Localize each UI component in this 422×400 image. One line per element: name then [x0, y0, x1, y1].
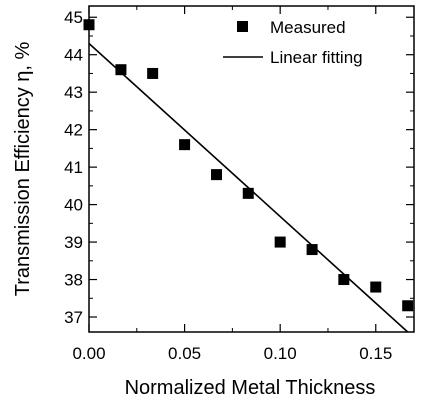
- x-tick-label: 0.10: [264, 344, 297, 363]
- y-tick-label: 42: [64, 121, 83, 140]
- ticks: [88, 6, 414, 332]
- y-tick-label: 44: [64, 46, 83, 65]
- y-tick-label: 40: [64, 196, 83, 215]
- measured-points: [83, 19, 414, 312]
- x-tick-label: 0.00: [72, 344, 105, 363]
- legend-label-linear-fitting: Linear fitting: [270, 48, 363, 67]
- x-tick-label: 0.15: [359, 344, 392, 363]
- y-axis-label: Transmission Efficiency η, %: [12, 42, 34, 297]
- linear-fit-line: [88, 42, 409, 333]
- legend: Measured Linear fitting: [223, 18, 363, 67]
- measured-point: [211, 169, 223, 181]
- measured-point: [338, 274, 350, 286]
- measured-point: [242, 187, 254, 199]
- y-tick-label: 37: [64, 308, 83, 327]
- legend-marker-measured: [237, 21, 248, 32]
- measured-point: [402, 300, 414, 312]
- tick-labels: 0.00 0.05 0.10 0.15 37 38 39 40 41 42 43 44 45: [64, 8, 392, 363]
- legend-label-measured: Measured: [270, 18, 346, 37]
- measured-point: [306, 244, 318, 256]
- y-tick-label: 41: [64, 158, 83, 177]
- y-tick-label: 39: [64, 233, 83, 252]
- y-tick-label: 43: [64, 83, 83, 102]
- measured-point: [147, 67, 159, 79]
- x-axis-label: Normalized Metal Thickness: [125, 377, 376, 399]
- y-tick-label: 38: [64, 271, 83, 290]
- measured-point: [179, 139, 191, 151]
- measured-point: [274, 236, 286, 248]
- plot-frame: [88, 5, 415, 333]
- y-tick-label: 45: [64, 8, 83, 27]
- measured-point: [115, 64, 127, 76]
- measured-point: [83, 19, 95, 31]
- measured-point: [370, 281, 382, 293]
- x-tick-label: 0.05: [168, 344, 201, 363]
